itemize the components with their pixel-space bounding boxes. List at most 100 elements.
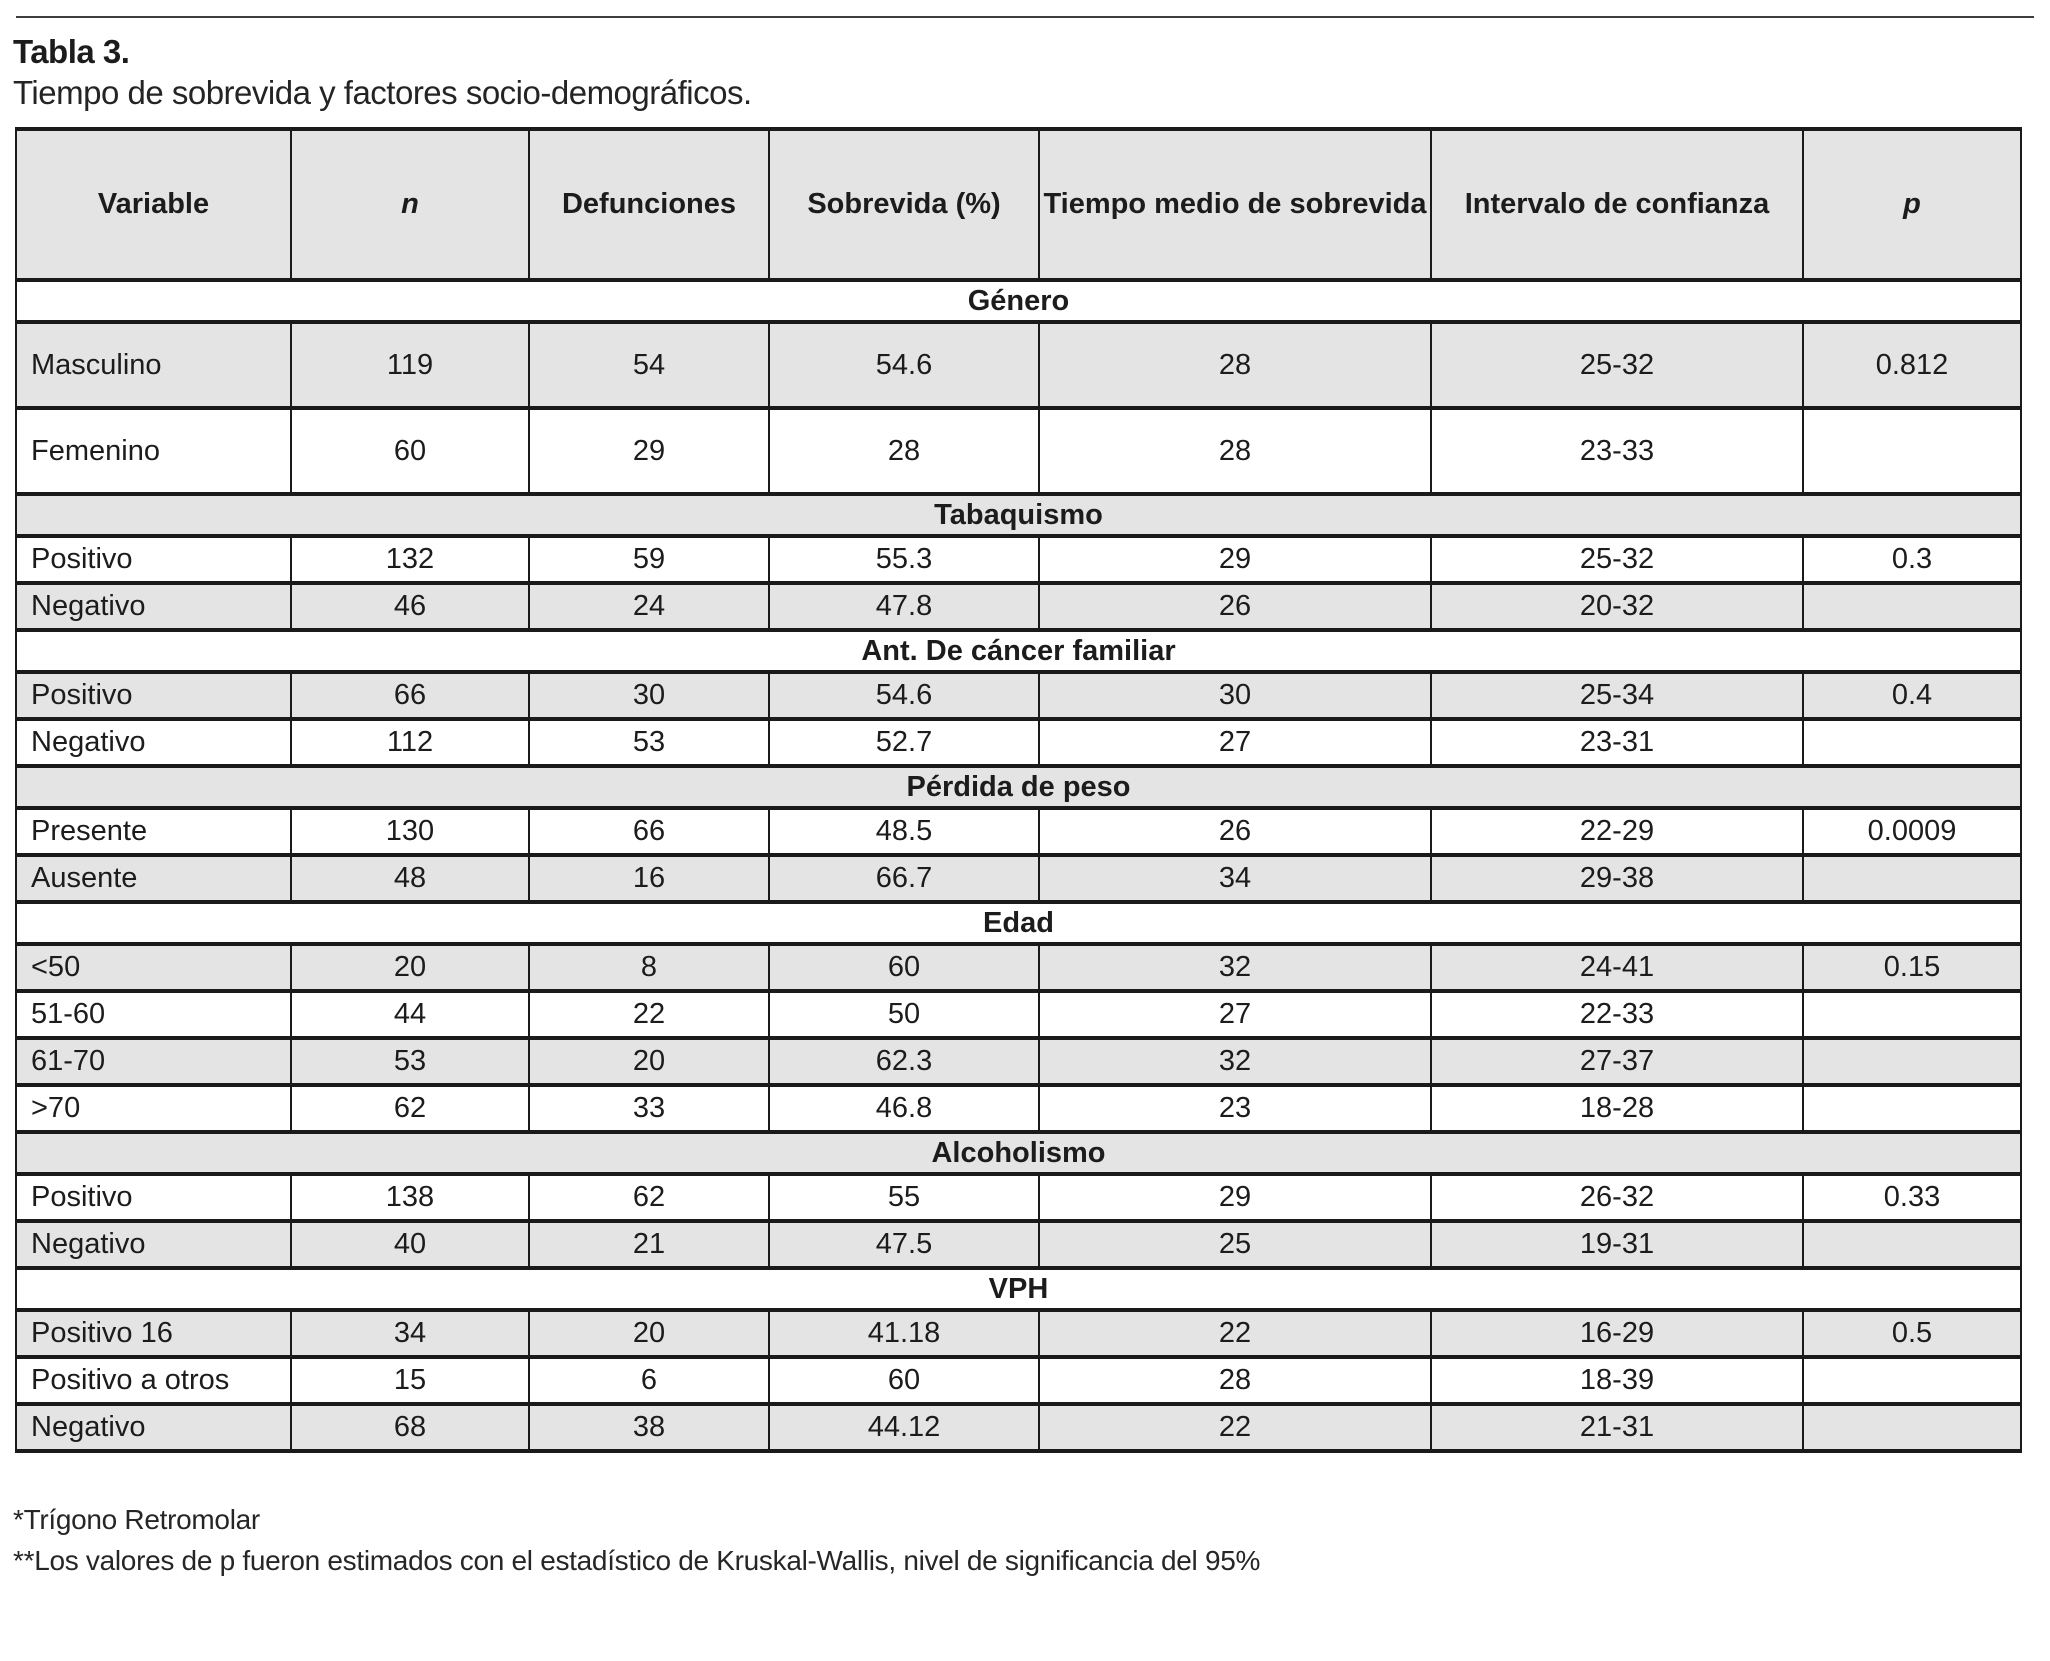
table-subtitle: Tiempo de sobrevida y factores socio-dem… bbox=[13, 74, 752, 111]
cell-variable: >70 bbox=[15, 1083, 292, 1134]
table-header-row: Variable n Defunciones Sobrevida (%) Tiempo … bbox=[15, 127, 2022, 282]
cell-sobrevida_pct: 46.8 bbox=[768, 1083, 1040, 1134]
column-header-defunciones: Defunciones bbox=[528, 127, 770, 282]
cell-sobrevida_pct: 54.6 bbox=[768, 320, 1040, 410]
cell-p bbox=[1802, 1036, 2022, 1087]
cell-defunciones: 54 bbox=[528, 320, 770, 410]
footnote-trigono: *Trígono Retromolar bbox=[13, 1504, 260, 1535]
cell-variable: Negativo bbox=[15, 717, 292, 768]
survival-table: Variable n Defunciones Sobrevida (%) Tiempo … bbox=[15, 127, 2022, 1453]
cell-variable: Positivo bbox=[15, 534, 292, 585]
cell-tiempo_medio: 22 bbox=[1038, 1402, 1432, 1453]
cell-p: 0.33 bbox=[1802, 1172, 2022, 1223]
cell-sobrevida_pct: 54.6 bbox=[768, 670, 1040, 721]
column-header-sobrevida_pct: Sobrevida (%) bbox=[768, 127, 1040, 282]
table-header: Variable n Defunciones Sobrevida (%) Tiempo … bbox=[15, 127, 2022, 282]
cell-sobrevida_pct: 60 bbox=[768, 1355, 1040, 1406]
cell-intervalo_confianza: 20-32 bbox=[1430, 581, 1804, 632]
cell-n: 132 bbox=[290, 534, 530, 585]
table-row: Femenino 60 29 28 28 23-33 bbox=[15, 406, 2022, 496]
table-row: Ausente 48 16 66.7 34 29-38 bbox=[15, 853, 2022, 904]
cell-variable: Negativo bbox=[15, 1402, 292, 1453]
column-header-tiempo_medio: Tiempo medio de sobrevida bbox=[1038, 127, 1432, 282]
section-label: VPH bbox=[15, 1266, 2022, 1312]
cell-variable: Ausente bbox=[15, 853, 292, 904]
cell-tiempo_medio: 27 bbox=[1038, 717, 1432, 768]
cell-tiempo_medio: 34 bbox=[1038, 853, 1432, 904]
cell-intervalo_confianza: 21-31 bbox=[1430, 1402, 1804, 1453]
cell-defunciones: 66 bbox=[528, 806, 770, 857]
cell-p: 0.5 bbox=[1802, 1308, 2022, 1359]
cell-defunciones: 53 bbox=[528, 717, 770, 768]
cell-n: 68 bbox=[290, 1402, 530, 1453]
cell-sobrevida_pct: 41.18 bbox=[768, 1308, 1040, 1359]
cell-tiempo_medio: 23 bbox=[1038, 1083, 1432, 1134]
cell-n: 53 bbox=[290, 1036, 530, 1087]
cell-intervalo_confianza: 23-31 bbox=[1430, 717, 1804, 768]
cell-defunciones: 20 bbox=[528, 1308, 770, 1359]
cell-tiempo_medio: 27 bbox=[1038, 989, 1432, 1040]
table-row: Negativo 112 53 52.7 27 23-31 bbox=[15, 717, 2022, 768]
section-row: Tabaquismo bbox=[15, 492, 2022, 538]
table-row: >70 62 33 46.8 23 18-28 bbox=[15, 1083, 2022, 1134]
cell-n: 15 bbox=[290, 1355, 530, 1406]
cell-sobrevida_pct: 55 bbox=[768, 1172, 1040, 1223]
cell-sobrevida_pct: 60 bbox=[768, 942, 1040, 993]
table-row: Positivo a otros 15 6 60 28 18-39 bbox=[15, 1355, 2022, 1406]
cell-p bbox=[1802, 1355, 2022, 1406]
cell-sobrevida_pct: 47.8 bbox=[768, 581, 1040, 632]
section-label: Pérdida de peso bbox=[15, 764, 2022, 810]
cell-p bbox=[1802, 406, 2022, 496]
cell-p bbox=[1802, 717, 2022, 768]
cell-tiempo_medio: 26 bbox=[1038, 806, 1432, 857]
cell-n: 46 bbox=[290, 581, 530, 632]
cell-tiempo_medio: 30 bbox=[1038, 670, 1432, 721]
cell-defunciones: 59 bbox=[528, 534, 770, 585]
table-row: Positivo 66 30 54.6 30 25-34 0.4 bbox=[15, 670, 2022, 721]
table-row: Negativo 68 38 44.12 22 21-31 bbox=[15, 1402, 2022, 1453]
cell-variable: Positivo bbox=[15, 1172, 292, 1223]
cell-intervalo_confianza: 25-34 bbox=[1430, 670, 1804, 721]
cell-sobrevida_pct: 52.7 bbox=[768, 717, 1040, 768]
cell-variable: Negativo bbox=[15, 1219, 292, 1270]
section-label: Alcoholismo bbox=[15, 1130, 2022, 1176]
cell-tiempo_medio: 25 bbox=[1038, 1219, 1432, 1270]
table-row: Positivo 132 59 55.3 29 25-32 0.3 bbox=[15, 534, 2022, 585]
cell-sobrevida_pct: 62.3 bbox=[768, 1036, 1040, 1087]
table-row: Negativo 46 24 47.8 26 20-32 bbox=[15, 581, 2022, 632]
column-header-intervalo_confianza: Intervalo de confianza bbox=[1430, 127, 1804, 282]
cell-p: 0.3 bbox=[1802, 534, 2022, 585]
cell-sobrevida_pct: 55.3 bbox=[768, 534, 1040, 585]
cell-tiempo_medio: 22 bbox=[1038, 1308, 1432, 1359]
cell-defunciones: 8 bbox=[528, 942, 770, 993]
section-row: Alcoholismo bbox=[15, 1130, 2022, 1176]
cell-variable: <50 bbox=[15, 942, 292, 993]
cell-intervalo_confianza: 29-38 bbox=[1430, 853, 1804, 904]
cell-tiempo_medio: 26 bbox=[1038, 581, 1432, 632]
cell-variable: Positivo bbox=[15, 670, 292, 721]
cell-variable: Positivo a otros bbox=[15, 1355, 292, 1406]
cell-n: 60 bbox=[290, 406, 530, 496]
cell-sobrevida_pct: 28 bbox=[768, 406, 1040, 496]
cell-n: 20 bbox=[290, 942, 530, 993]
cell-intervalo_confianza: 18-28 bbox=[1430, 1083, 1804, 1134]
cell-tiempo_medio: 28 bbox=[1038, 406, 1432, 496]
cell-defunciones: 38 bbox=[528, 1402, 770, 1453]
cell-defunciones: 29 bbox=[528, 406, 770, 496]
cell-sobrevida_pct: 44.12 bbox=[768, 1402, 1040, 1453]
cell-tiempo_medio: 29 bbox=[1038, 1172, 1432, 1223]
section-label: Tabaquismo bbox=[15, 492, 2022, 538]
cell-defunciones: 62 bbox=[528, 1172, 770, 1223]
cell-tiempo_medio: 28 bbox=[1038, 320, 1432, 410]
cell-p bbox=[1802, 853, 2022, 904]
footnotes: *Trígono Retromolar **Los valores de p f… bbox=[13, 1499, 2050, 1581]
cell-n: 138 bbox=[290, 1172, 530, 1223]
cell-variable: Negativo bbox=[15, 581, 292, 632]
cell-intervalo_confianza: 18-39 bbox=[1430, 1355, 1804, 1406]
cell-tiempo_medio: 28 bbox=[1038, 1355, 1432, 1406]
cell-defunciones: 22 bbox=[528, 989, 770, 1040]
cell-defunciones: 24 bbox=[528, 581, 770, 632]
cell-intervalo_confianza: 25-32 bbox=[1430, 534, 1804, 585]
cell-variable: 51-60 bbox=[15, 989, 292, 1040]
cell-defunciones: 33 bbox=[528, 1083, 770, 1134]
